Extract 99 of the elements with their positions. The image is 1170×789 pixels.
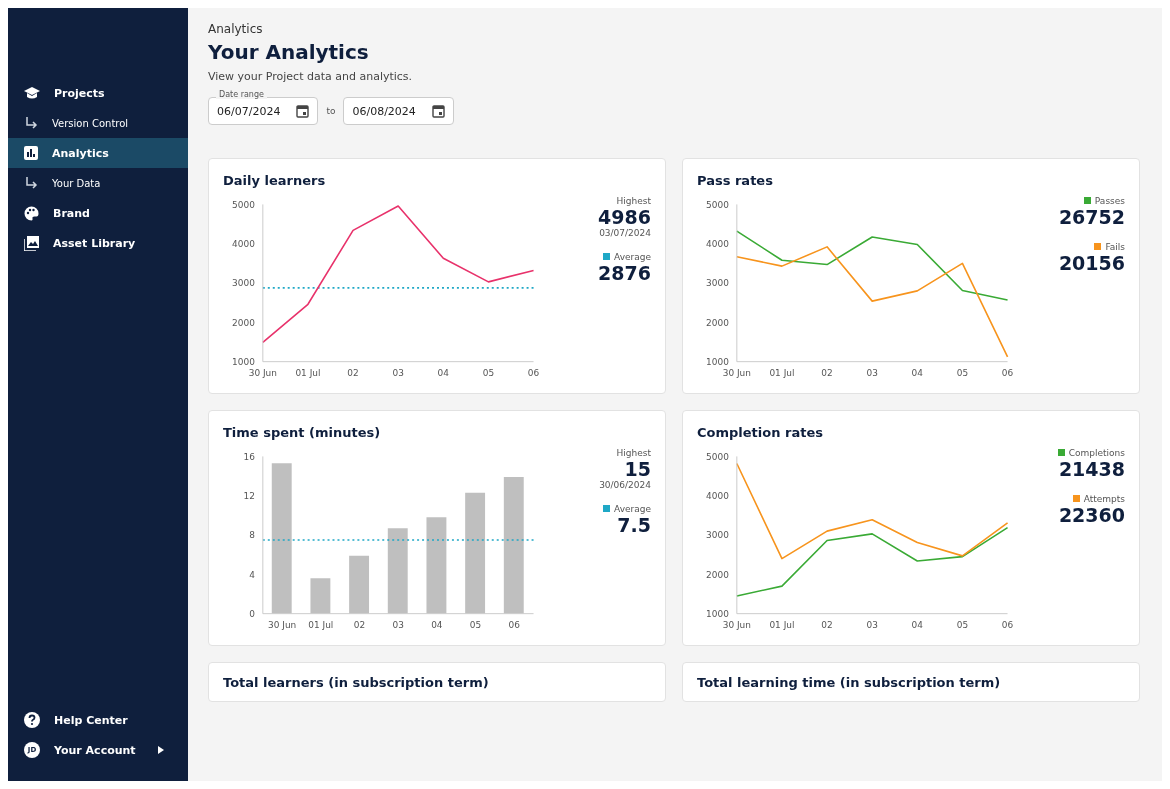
text: 26752 <box>1057 206 1125 228</box>
y-tick-label: 16 <box>243 451 256 462</box>
chart-title: Daily learners <box>223 173 327 188</box>
x-tick-label: 06 <box>527 367 540 378</box>
x-tick-label: 01 Jul <box>308 619 334 630</box>
y-tick-label: 4000 <box>706 238 730 249</box>
x-tick-label: 05 <box>956 619 969 630</box>
text: Asset Library <box>53 236 136 250</box>
legend-label: Average <box>613 504 651 514</box>
legend-label: Average <box>613 252 651 262</box>
bar <box>426 517 447 614</box>
x-tick-label: 02 <box>821 367 833 378</box>
x-tick-label: 05 <box>956 367 969 378</box>
y-tick-label: 3000 <box>706 278 730 289</box>
x-tick-label: 05 <box>482 367 495 378</box>
text: View your Project data and analytics. <box>208 70 414 83</box>
bar <box>349 555 370 614</box>
x-tick-label: 06 <box>1001 367 1014 378</box>
text: 7.5 <box>616 514 651 536</box>
text: 22360 <box>1057 504 1125 526</box>
x-tick-label: 30 Jun <box>722 367 751 378</box>
y-tick-label: 4000 <box>706 490 730 501</box>
x-tick-label: 06 <box>508 619 521 630</box>
text: 2876 <box>597 262 651 284</box>
x-tick-label: 04 <box>911 367 924 378</box>
text: 21438 <box>1057 458 1125 480</box>
y-tick-label: 12 <box>243 490 255 501</box>
bar <box>503 477 524 614</box>
text: 15 <box>623 458 651 480</box>
x-tick-label: 30 Jun <box>268 619 297 630</box>
legend-label: Attempts <box>1082 494 1125 504</box>
y-tick-label: 4000 <box>232 238 256 249</box>
text: Your Data <box>52 177 101 189</box>
x-tick-label: 01 Jul <box>295 367 321 378</box>
y-tick-label: 3000 <box>706 530 730 541</box>
legend-label: Passes <box>1093 196 1125 206</box>
text: Your Analytics <box>208 40 370 64</box>
x-tick-label: 02 <box>821 619 833 630</box>
text: 06/07/2024 <box>217 104 281 118</box>
text: to <box>326 106 336 116</box>
x-tick-label: 30 Jun <box>722 619 751 630</box>
y-tick-label: 2000 <box>232 317 256 328</box>
text: Total learning time (in subscription term) <box>697 675 1002 690</box>
x-tick-label: 03 <box>392 367 404 378</box>
x-tick-label: 03 <box>866 367 878 378</box>
y-tick-label: 3000 <box>232 278 256 289</box>
x-tick-label: 06 <box>1001 619 1014 630</box>
x-tick-label: 04 <box>911 619 924 630</box>
chart-title: Pass rates <box>697 173 774 188</box>
text: Projects <box>54 86 105 100</box>
y-tick-label: 5000 <box>706 451 730 462</box>
bar <box>271 463 292 614</box>
x-tick-label: 02 <box>353 619 366 630</box>
legend-label: Completions <box>1067 448 1125 458</box>
text: Total learners (in subscription term) <box>223 675 490 690</box>
text: 20156 <box>1057 252 1125 274</box>
line-series <box>262 205 535 344</box>
text: Help Center <box>54 713 128 727</box>
x-tick-label: 30 Jun <box>248 367 277 378</box>
text: Highest <box>615 448 651 458</box>
text: Highest <box>615 196 651 206</box>
y-tick-label: 1000 <box>706 608 730 619</box>
x-tick-label: 04 <box>431 619 443 630</box>
y-tick-label: 1000 <box>706 356 730 367</box>
line-series <box>736 246 1009 358</box>
x-tick-label: 03 <box>866 619 878 630</box>
text: Brand <box>53 206 90 220</box>
x-tick-label: 01 Jul <box>769 619 795 630</box>
y-tick-label: 4 <box>249 569 256 580</box>
y-tick-label: 5000 <box>232 199 256 210</box>
y-tick-label: 8 <box>249 530 256 541</box>
y-tick-label: 2000 <box>706 569 730 580</box>
text: 4986 <box>597 206 651 228</box>
y-tick-label: 1000 <box>232 356 256 367</box>
chart-title: Time spent (minutes) <box>223 425 382 440</box>
x-tick-label: 03 <box>392 619 404 630</box>
y-tick-label: 0 <box>249 608 256 619</box>
chart-title: Completion rates <box>697 425 824 440</box>
text: Your Account <box>54 743 136 757</box>
text: Analytics <box>52 146 109 160</box>
x-tick-label: 02 <box>347 367 359 378</box>
text: Version Control <box>52 117 129 129</box>
line-series <box>736 462 1009 560</box>
y-tick-label: 2000 <box>706 317 730 328</box>
text: 03/07/2024 <box>598 228 651 238</box>
text: 30/06/2024 <box>598 480 651 490</box>
text: 06/08/2024 <box>352 104 416 118</box>
bar <box>310 578 331 614</box>
text: Date range <box>216 90 267 99</box>
legend-label: Fails <box>1104 242 1125 252</box>
y-tick-label: 5000 <box>706 199 730 210</box>
text: Analytics <box>208 22 264 36</box>
line-series <box>736 230 1009 301</box>
bar <box>465 492 486 614</box>
line-series <box>736 526 1009 597</box>
x-tick-label: 01 Jul <box>769 367 795 378</box>
x-tick-label: 05 <box>469 619 482 630</box>
x-tick-label: 04 <box>437 367 450 378</box>
bar <box>387 528 408 614</box>
